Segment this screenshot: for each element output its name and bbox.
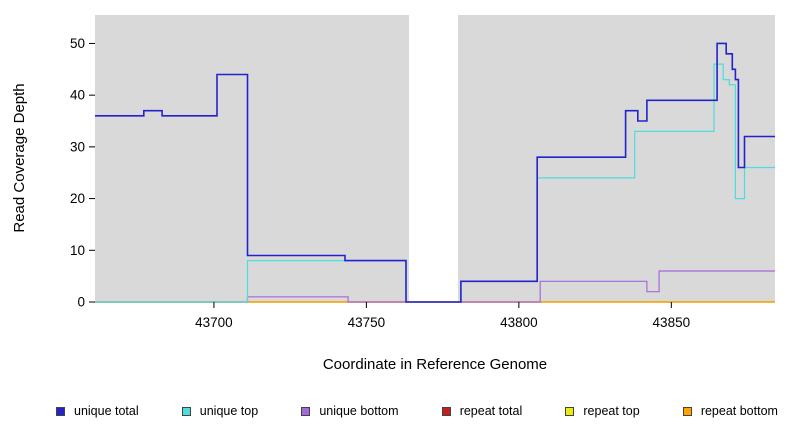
x-axis-tick-label: 43700 <box>195 315 233 330</box>
legend-label-repeat-top: repeat top <box>583 404 640 418</box>
legend-swatch-repeat-total <box>441 406 451 416</box>
x-axis-title: Coordinate in Reference Genome <box>323 356 547 373</box>
legend-item-unique-top: unique top <box>181 404 259 418</box>
y-axis-tick-label: 50 <box>70 36 85 51</box>
legend-item-repeat-top: repeat top <box>565 404 640 418</box>
legend-item-unique-bottom: unique bottom <box>301 404 399 418</box>
legend-swatch-unique-bottom <box>301 406 311 416</box>
y-axis-tick-label: 30 <box>70 139 85 154</box>
legend-label-repeat-total: repeat total <box>459 404 523 418</box>
plot-layers: 43700 43750 43800 43850 0 10 20 30 40 50 <box>70 15 775 330</box>
y-axis-title: Read Coverage Depth <box>11 83 28 232</box>
coverage-plot-svg: 43700 43750 43800 43850 0 10 20 30 40 50 Coordina… <box>11 15 775 373</box>
legend: unique total unique top unique bottom re… <box>0 392 792 430</box>
y-axis-tick-label: 0 <box>77 295 85 310</box>
legend-label-unique-top: unique top <box>199 404 259 418</box>
x-axis-tick-label: 43850 <box>653 315 691 330</box>
x-axis-tick-label: 43800 <box>500 315 538 330</box>
gap-region <box>409 15 458 302</box>
legend-label-repeat-bottom: repeat bottom <box>700 404 778 418</box>
legend-item-unique-total: unique total <box>56 404 139 418</box>
y-axis-tick-label: 20 <box>70 191 85 206</box>
series-unique-total <box>95 42 775 303</box>
legend-label-unique-bottom: unique bottom <box>319 404 399 418</box>
y-axis-tick-label: 40 <box>70 88 85 103</box>
legend-label-unique-total: unique total <box>74 404 139 418</box>
legend-item-repeat-bottom: repeat bottom <box>682 404 778 418</box>
y-axis-tick-label: 10 <box>70 243 85 258</box>
legend-swatch-repeat-bottom <box>682 406 692 416</box>
legend-swatch-unique-total <box>56 406 65 416</box>
legend-item-repeat-total: repeat total <box>441 404 523 418</box>
legend-swatch-unique-top <box>181 406 191 416</box>
x-axis-tick-label: 43750 <box>348 315 386 330</box>
legend-swatch-repeat-top <box>565 406 575 416</box>
